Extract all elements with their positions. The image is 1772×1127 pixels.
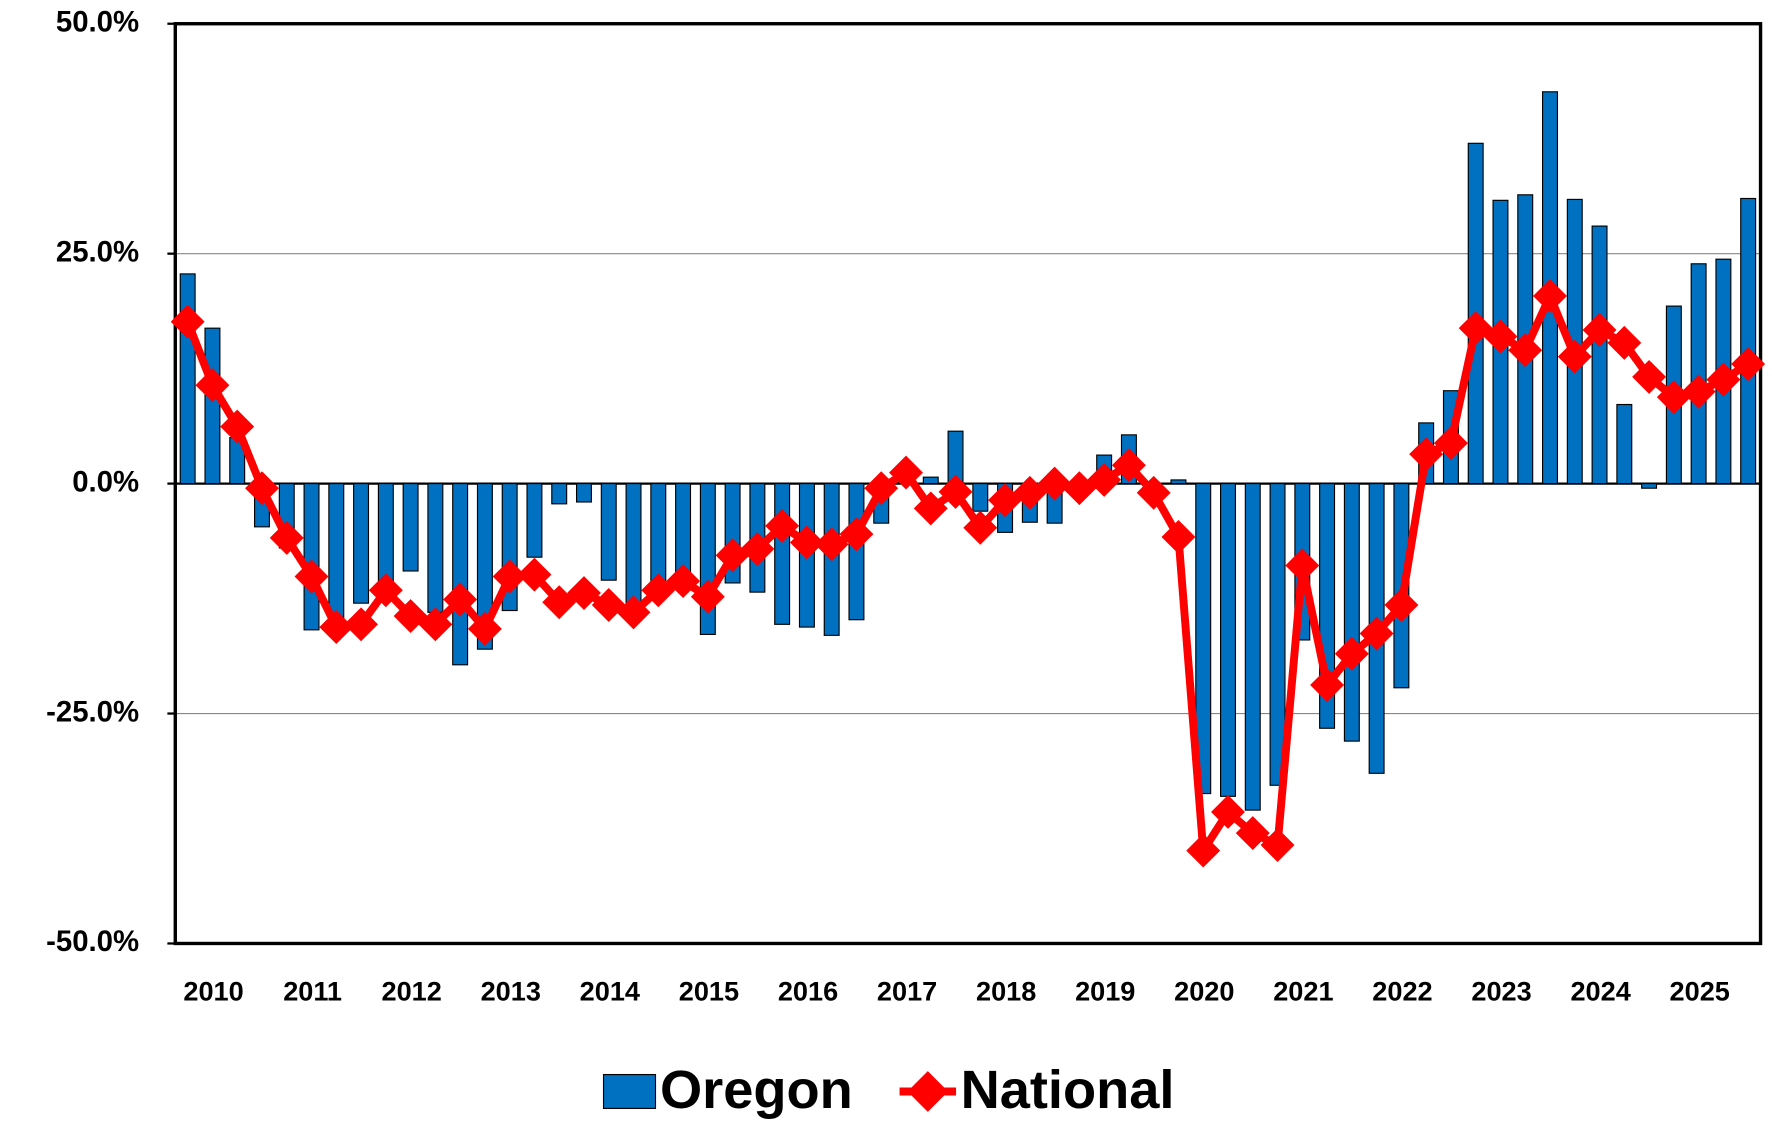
bar xyxy=(625,483,642,604)
y-tick-label: -25.0% xyxy=(46,695,139,728)
bar xyxy=(1740,197,1757,485)
marker xyxy=(1706,362,1741,397)
legend-label: National xyxy=(961,1060,1175,1120)
x-tick-label: 2017 xyxy=(877,975,937,1006)
marker xyxy=(1483,319,1518,354)
bar xyxy=(1641,483,1658,489)
x-tick-label: 2016 xyxy=(778,975,838,1006)
marker xyxy=(1731,347,1766,381)
bar xyxy=(1195,483,1212,795)
marker xyxy=(195,368,230,403)
marker xyxy=(418,607,453,642)
x-tick-label: 2013 xyxy=(481,975,541,1006)
bar xyxy=(1690,263,1707,485)
marker xyxy=(1211,795,1245,829)
x-tick-label: 2015 xyxy=(679,975,739,1006)
x-tick-label: 2024 xyxy=(1570,975,1630,1006)
bar xyxy=(1591,225,1608,485)
x-tick-label: 2019 xyxy=(1075,975,1135,1006)
bar xyxy=(526,483,543,558)
marker xyxy=(715,538,750,573)
marker xyxy=(1037,466,1072,501)
bar xyxy=(452,483,469,666)
marker xyxy=(1681,374,1716,409)
legend-marker xyxy=(907,1071,949,1112)
marker xyxy=(1384,588,1419,622)
x-tick-label: 2014 xyxy=(580,975,640,1006)
marker xyxy=(1334,636,1369,671)
bar xyxy=(972,483,989,512)
bar xyxy=(328,483,345,623)
marker xyxy=(789,525,824,560)
bar xyxy=(204,327,221,485)
plot-frame xyxy=(173,22,1763,946)
marker xyxy=(1087,462,1122,497)
x-tick-label: 2011 xyxy=(283,975,342,1006)
bar xyxy=(551,483,568,505)
bar xyxy=(1220,483,1236,797)
bar xyxy=(774,483,791,625)
x-tick-label: 2018 xyxy=(976,975,1036,1006)
bar xyxy=(600,483,617,581)
bar xyxy=(1269,483,1286,786)
bar xyxy=(427,483,444,613)
marker xyxy=(220,409,255,444)
marker xyxy=(245,471,279,506)
x-tick-label: 2023 xyxy=(1471,975,1531,1006)
marker xyxy=(1285,548,1320,583)
y-tick-label: 25.0% xyxy=(56,235,139,268)
marker xyxy=(1161,519,1196,554)
bar xyxy=(402,483,419,572)
x-tick-label: 2010 xyxy=(183,975,243,1006)
y-tick-label: -50.0% xyxy=(46,925,139,958)
x-tick-label: 2025 xyxy=(1670,975,1730,1006)
legend-label: Oregon xyxy=(660,1060,853,1120)
bar xyxy=(675,483,692,577)
marker xyxy=(1111,448,1146,483)
bar xyxy=(303,483,320,631)
bar xyxy=(922,476,939,485)
y-tick-label: 50.0% xyxy=(56,5,139,38)
bar xyxy=(575,483,592,503)
bar xyxy=(1170,479,1187,485)
bar xyxy=(848,483,865,621)
marker xyxy=(1533,279,1567,313)
marker xyxy=(1656,380,1691,415)
x-tick-label: 2021 xyxy=(1273,975,1333,1006)
marker xyxy=(963,510,998,545)
x-tick-label: 2022 xyxy=(1372,975,1432,1006)
bar xyxy=(1343,483,1360,742)
marker xyxy=(1235,816,1270,851)
bar xyxy=(1616,403,1633,485)
y-tick-label: 0.0% xyxy=(72,465,139,498)
line xyxy=(183,292,1751,855)
bar xyxy=(353,483,370,604)
marker xyxy=(1359,616,1394,651)
marker xyxy=(344,607,379,642)
x-tick-label: 2012 xyxy=(382,975,442,1006)
x-tick-label: 2020 xyxy=(1174,975,1234,1006)
marker xyxy=(1508,333,1543,368)
bar xyxy=(650,483,667,586)
marker xyxy=(1310,668,1345,702)
legend-swatch xyxy=(602,1073,657,1110)
bar xyxy=(476,483,493,650)
bar xyxy=(1244,483,1261,811)
marker xyxy=(1582,313,1617,347)
marker xyxy=(1260,828,1295,863)
marker xyxy=(641,573,676,608)
marker xyxy=(1409,437,1444,472)
marker xyxy=(1632,359,1667,394)
